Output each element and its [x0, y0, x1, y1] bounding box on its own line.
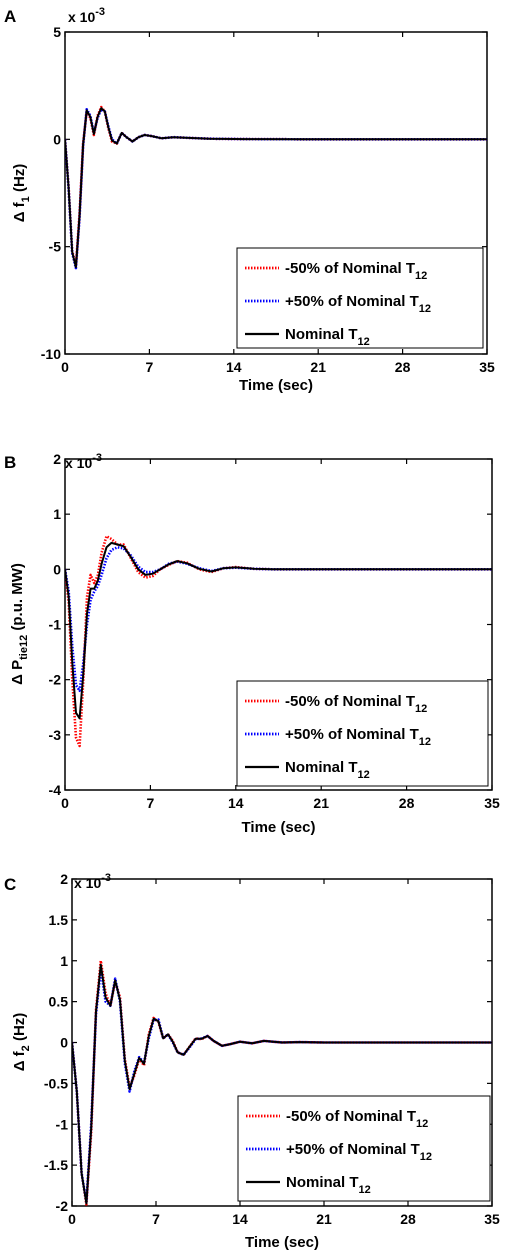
legend: -50% of Nominal T12 +50% of Nominal T12 No… — [236, 680, 489, 787]
legend: -50% of Nominal T12 +50% of Nominal T12 No… — [236, 247, 484, 349]
legend: -50% of Nominal T12 +50% of Nominal T12 No… — [237, 1095, 491, 1202]
panel-c: C 0 7 14 21 28 35 2 1.5 1 0.5 0 -0.5 -1 -1.5 -2 x 10-3 Ti… — [4, 871, 500, 1251]
x-tick-label: 7 — [146, 359, 154, 375]
x-tick-label: 21 — [313, 795, 329, 811]
y-tick-label: 0 — [60, 1035, 68, 1051]
y-tick-label: -1 — [56, 1116, 69, 1132]
y-tick-label: -1 — [49, 617, 62, 633]
series-line-nominal — [65, 107, 487, 269]
panel-letter: C — [4, 875, 16, 894]
series-group — [65, 534, 492, 748]
x-tick-label: 14 — [226, 359, 242, 375]
y-axis-label: Δ f2 (Hz) — [11, 1013, 32, 1072]
x-tick-label: 35 — [479, 359, 495, 375]
series-line-nominal — [65, 541, 492, 720]
x-tick-label: 35 — [484, 795, 500, 811]
legend-label-plus50: +50% of Nominal T12 — [286, 1141, 432, 1163]
x-tick-label: 21 — [316, 1211, 332, 1227]
x-tick-label: 0 — [61, 359, 69, 375]
legend-label-minus50: -50% of Nominal T12 — [286, 1108, 428, 1130]
y-tick-label: -3 — [49, 727, 62, 743]
legend-label-nominal: Nominal T12 — [286, 1174, 371, 1196]
legend-label-nominal: Nominal T12 — [285, 759, 370, 781]
y-tick-label: -10 — [41, 346, 61, 362]
legend-box — [236, 247, 484, 349]
y-tick-label: 2 — [53, 451, 61, 467]
y-tick-label: 1.5 — [49, 912, 69, 928]
y-tick-label: 0.5 — [49, 994, 69, 1010]
series-line-nominal — [72, 963, 492, 1205]
x-tick-label: 28 — [400, 1211, 416, 1227]
y-tick-label: 2 — [60, 871, 68, 887]
y-axis-label: Δ f1 (Hz) — [11, 164, 32, 223]
legend-label-minus50: -50% of Nominal T12 — [285, 693, 427, 715]
y-scale-exponent: x 10-3 — [74, 872, 111, 891]
series-group — [72, 959, 492, 1206]
x-tick-label: 14 — [228, 795, 244, 811]
y-tick-label: 5 — [53, 24, 61, 40]
x-tick-label: 21 — [310, 359, 326, 375]
y-tick-label: -1.5 — [44, 1157, 68, 1173]
legend-label-plus50: +50% of Nominal T12 — [285, 293, 431, 315]
x-tick-label: 7 — [152, 1211, 160, 1227]
y-axis-label: Δ Ptie12 (p.u. MW) — [9, 563, 30, 685]
x-tick-label: 14 — [232, 1211, 248, 1227]
x-tick-label: 28 — [395, 359, 411, 375]
x-tick-label: 0 — [61, 795, 69, 811]
x-tick-label: 0 — [68, 1211, 76, 1227]
legend-label-nominal: Nominal T12 — [285, 326, 370, 348]
y-scale-exponent: x 10-3 — [68, 6, 105, 25]
x-axis-label: Time (sec) — [239, 377, 313, 394]
legend-label-minus50: -50% of Nominal T12 — [285, 260, 427, 282]
y-tick-label: 0 — [53, 561, 61, 577]
panel-letter: A — [4, 7, 16, 26]
panel-a: A 0 7 14 21 28 35 5 0 -5 -10 x 10-3 Time (sec) Δ f1 (… — [4, 6, 495, 394]
x-axis-label: Time (sec) — [242, 819, 316, 836]
y-scale-exponent: x 10-3 — [65, 452, 102, 471]
y-tick-label: 0 — [53, 131, 61, 147]
y-tick-label: -0.5 — [44, 1075, 68, 1091]
x-tick-label: 7 — [147, 795, 155, 811]
legend-label-plus50: +50% of Nominal T12 — [285, 726, 431, 748]
y-tick-label: -4 — [49, 782, 62, 798]
x-tick-label: 28 — [399, 795, 415, 811]
x-axis-label: Time (sec) — [245, 1234, 319, 1251]
y-tick-label: 1 — [60, 953, 68, 969]
y-tick-label: -2 — [49, 672, 62, 688]
x-tick-label: 35 — [484, 1211, 500, 1227]
series-group — [65, 105, 487, 270]
panel-letter: B — [4, 453, 16, 472]
y-tick-label: -5 — [49, 239, 62, 255]
y-tick-label: 1 — [53, 506, 61, 522]
y-tick-label: -2 — [56, 1198, 69, 1214]
